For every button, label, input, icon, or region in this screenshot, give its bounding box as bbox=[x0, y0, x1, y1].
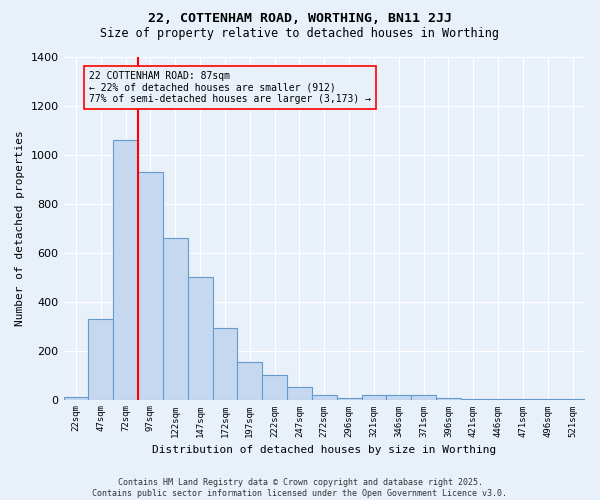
Text: 22, COTTENHAM ROAD, WORTHING, BN11 2JJ: 22, COTTENHAM ROAD, WORTHING, BN11 2JJ bbox=[148, 12, 452, 26]
Bar bbox=[560, 399, 585, 400]
Bar bbox=[188, 277, 212, 400]
Bar bbox=[138, 172, 163, 400]
Bar bbox=[88, 318, 113, 400]
X-axis label: Distribution of detached houses by size in Worthing: Distribution of detached houses by size … bbox=[152, 445, 496, 455]
Text: 22 COTTENHAM ROAD: 87sqm
← 22% of detached houses are smaller (912)
77% of semi-: 22 COTTENHAM ROAD: 87sqm ← 22% of detach… bbox=[89, 71, 371, 104]
Bar bbox=[262, 375, 287, 400]
Bar bbox=[511, 399, 535, 400]
Bar bbox=[386, 394, 411, 400]
Text: Size of property relative to detached houses in Worthing: Size of property relative to detached ho… bbox=[101, 28, 499, 40]
Y-axis label: Number of detached properties: Number of detached properties bbox=[15, 130, 25, 326]
Bar bbox=[485, 399, 511, 400]
Bar bbox=[212, 328, 238, 400]
Bar bbox=[461, 399, 485, 400]
Bar bbox=[411, 394, 436, 400]
Bar bbox=[287, 388, 312, 400]
Bar bbox=[163, 238, 188, 400]
Text: Contains HM Land Registry data © Crown copyright and database right 2025.
Contai: Contains HM Land Registry data © Crown c… bbox=[92, 478, 508, 498]
Bar bbox=[64, 397, 88, 400]
Bar bbox=[337, 398, 362, 400]
Bar bbox=[436, 398, 461, 400]
Bar bbox=[113, 140, 138, 400]
Bar bbox=[535, 399, 560, 400]
Bar bbox=[238, 362, 262, 400]
Bar bbox=[362, 394, 386, 400]
Bar bbox=[312, 394, 337, 400]
